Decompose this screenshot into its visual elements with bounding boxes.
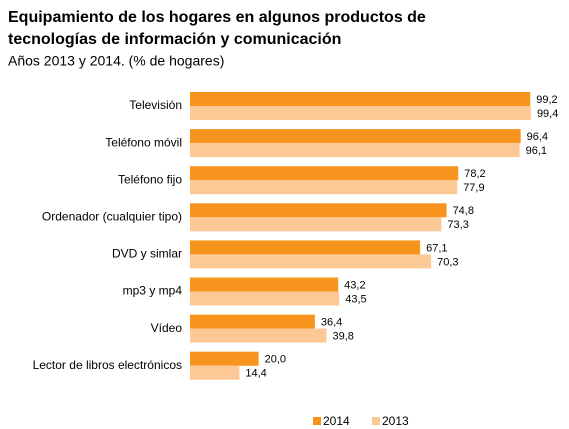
bar <box>190 240 421 255</box>
chart-subtitle: Años 2013 y 2014. (% de hogares) <box>8 53 224 69</box>
value-label: 20,0 <box>265 354 286 366</box>
chart-title: Equipamiento de los hogares en algunos p… <box>8 9 426 26</box>
bar <box>190 203 447 218</box>
value-label: 77,9 <box>463 182 484 194</box>
value-label: 74,8 <box>453 205 474 217</box>
value-label: 73,3 <box>447 219 468 231</box>
bar <box>190 217 442 232</box>
legend-label: 2013 <box>382 414 409 428</box>
category-label: Vídeo <box>151 321 183 335</box>
value-label: 96,4 <box>527 131 548 143</box>
bar <box>190 314 315 329</box>
legend-swatch <box>313 417 321 425</box>
value-label: 70,3 <box>437 256 458 268</box>
chart-title: tecnologías de información y comunicació… <box>8 31 341 48</box>
category-label: Televisión <box>129 98 182 112</box>
bar <box>190 129 521 144</box>
bar <box>190 106 531 120</box>
value-label: 14,4 <box>245 368 266 380</box>
value-label: 36,4 <box>321 317 342 329</box>
legend-label: 2014 <box>323 414 350 428</box>
value-label: 43,2 <box>344 279 365 291</box>
bar <box>190 180 458 195</box>
category-label: Ordenador (cualquier tipo) <box>42 209 182 223</box>
category-label: Lector de libros electrónicos <box>33 358 182 372</box>
category-label: mp3 y mp4 <box>123 284 183 298</box>
bar <box>190 254 432 269</box>
category-label: DVD y simlar <box>112 247 182 261</box>
value-label: 99,2 <box>536 94 557 106</box>
value-label: 39,8 <box>333 331 354 343</box>
bar <box>190 291 340 306</box>
value-label: 67,1 <box>426 242 447 254</box>
value-label: 99,4 <box>537 108 558 120</box>
bar <box>190 351 259 366</box>
bar <box>190 143 520 158</box>
value-label: 96,1 <box>526 145 547 157</box>
category-label: Teléfono móvil <box>105 135 182 149</box>
category-label: Teléfono fijo <box>118 172 182 186</box>
bar <box>190 365 240 380</box>
bar <box>190 328 327 343</box>
bar <box>190 277 339 292</box>
bar <box>190 92 531 106</box>
value-label: 78,2 <box>464 168 485 180</box>
value-label: 43,5 <box>345 293 366 305</box>
bar <box>190 166 459 181</box>
legend-swatch <box>372 417 380 425</box>
